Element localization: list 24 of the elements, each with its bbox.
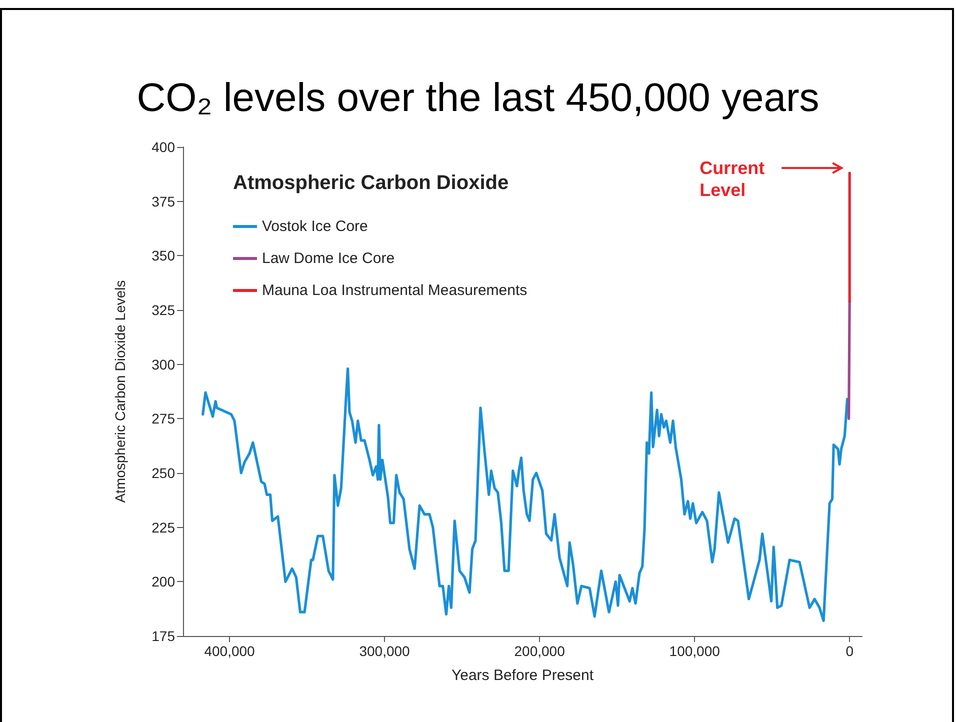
legend-label: Law Dome Ice Core <box>262 250 395 267</box>
y-tick-label: 325 <box>152 302 176 318</box>
annotation: Current Level <box>700 158 765 200</box>
x-axis-title: Years Before Present <box>451 667 594 684</box>
y-tick-label: 275 <box>152 410 176 427</box>
y-tick-label: 350 <box>152 248 176 264</box>
x-tick-label: 300,000 <box>359 643 410 659</box>
line-series <box>202 367 850 622</box>
y-tick-label: 300 <box>152 356 176 372</box>
legend-label: Mauna Loa Instrumental Measurements <box>262 282 528 299</box>
y-tick-label: 250 <box>152 465 176 481</box>
x-tick-label: 0 <box>846 643 854 659</box>
chart-title: CO₂ levels over the last 450,000 years <box>136 76 820 121</box>
y-tick-label: 200 <box>152 574 176 590</box>
y-tick-label: 225 <box>152 519 176 536</box>
text: Atmospheric Carbon Dioxide <box>233 172 509 194</box>
x-tick-label: 200,000 <box>514 643 566 659</box>
y-tick-label: 175 <box>152 628 176 644</box>
y-axis-title: Atmospheric Carbon Dioxide Levels <box>112 280 128 503</box>
y-tick-label: 400 <box>152 139 176 155</box>
x-tick-label: 400,000 <box>204 643 256 659</box>
y-tick-label: 375 <box>152 193 176 210</box>
x-tick-label: 100,000 <box>669 643 720 659</box>
legend-label: Vostok Ice Core <box>262 218 368 235</box>
